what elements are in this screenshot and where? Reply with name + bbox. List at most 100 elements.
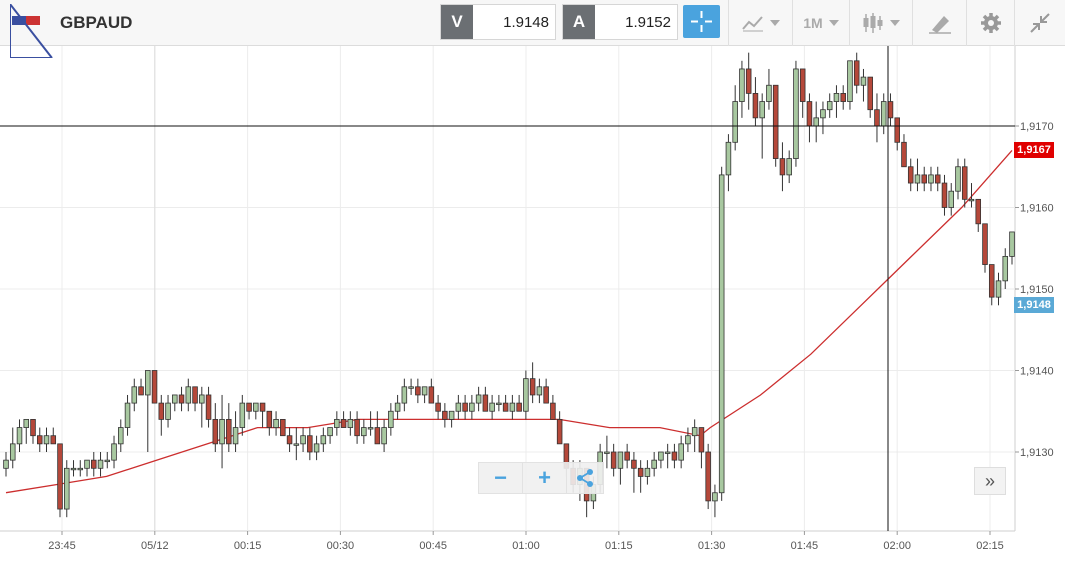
candle	[556, 411, 563, 445]
y-tick-label: 1,9130	[1020, 447, 1054, 459]
y-tick-label: 1,9140	[1020, 366, 1054, 378]
candle	[766, 68, 772, 110]
candle	[354, 411, 360, 444]
candle	[50, 427, 57, 445]
price-axis[interactable]: 1,9170 1,9160 1,9150 1,9140 1,9130	[1015, 121, 1054, 459]
crosshair-button[interactable]	[683, 5, 720, 38]
candle	[367, 411, 374, 436]
candle	[705, 443, 711, 510]
candle	[192, 386, 198, 412]
candle	[617, 451, 624, 485]
candle	[327, 427, 333, 444]
candle	[172, 394, 178, 412]
candle	[489, 394, 495, 420]
candle	[246, 402, 252, 420]
candle	[955, 158, 961, 200]
candle	[124, 394, 131, 436]
candles	[3, 52, 1015, 518]
candle	[320, 427, 327, 452]
candle	[212, 403, 219, 452]
candle	[732, 85, 738, 151]
candle	[226, 403, 232, 452]
drawing-tools-button[interactable]	[912, 0, 966, 46]
corner-flag-icon	[10, 4, 53, 58]
candle	[57, 443, 63, 518]
candle	[151, 370, 158, 404]
zoom-out-button[interactable]: −	[479, 463, 523, 493]
candle	[111, 435, 117, 469]
candle	[469, 394, 475, 420]
candle	[698, 427, 705, 469]
candle	[887, 93, 894, 126]
candle	[901, 134, 907, 168]
chevron-down-icon	[828, 20, 839, 26]
candle	[725, 134, 732, 192]
gear-icon	[980, 13, 1001, 33]
timeframe-button[interactable]: 1M	[792, 0, 849, 46]
candle	[948, 183, 954, 216]
candle	[610, 443, 617, 477]
candle	[307, 427, 313, 461]
candle	[313, 435, 320, 461]
y-tick-label: 1,9160	[1020, 203, 1054, 215]
candle	[482, 386, 489, 412]
candle	[880, 93, 887, 135]
share-button[interactable]	[567, 463, 603, 493]
indicators-button[interactable]	[728, 0, 792, 46]
candle	[448, 410, 455, 428]
zoom-in-button[interactable]: +	[523, 463, 567, 493]
candle	[651, 452, 657, 477]
candle	[516, 394, 522, 412]
candle	[678, 435, 684, 469]
y-tick-label: 1,9170	[1020, 121, 1054, 133]
ask-quote[interactable]: A 1.9152	[562, 4, 678, 40]
candle	[23, 418, 30, 444]
candle	[219, 394, 225, 469]
chevron-down-icon	[769, 20, 780, 26]
candle	[813, 101, 819, 143]
candle	[543, 378, 549, 404]
candle	[253, 402, 259, 420]
scroll-to-end-button[interactable]: »	[974, 467, 1006, 495]
candle	[752, 77, 759, 126]
candle	[475, 386, 482, 412]
candle	[178, 386, 185, 412]
x-tick-label: 23:45	[48, 540, 76, 552]
candle	[631, 452, 637, 493]
candle	[199, 386, 205, 428]
candle	[138, 378, 144, 396]
candle	[847, 60, 853, 110]
time-axis[interactable]: 23:45 05/12 00:15 00:30 00:45 01:00 01:15 01:30…	[48, 531, 1004, 552]
candle	[286, 427, 293, 452]
candle	[840, 85, 846, 110]
candle	[644, 460, 651, 485]
candle	[833, 85, 840, 118]
candle	[853, 52, 860, 94]
candle	[361, 419, 367, 444]
settings-button[interactable]	[966, 0, 1014, 46]
bid-quote[interactable]: V 1.9148	[440, 4, 556, 40]
ask-value: 1.9152	[625, 13, 671, 31]
candle	[428, 378, 435, 404]
chart-type-button[interactable]	[849, 0, 912, 46]
candle	[914, 158, 921, 192]
candle	[928, 166, 934, 192]
candle	[185, 378, 192, 412]
candle	[374, 411, 381, 445]
collapse-button[interactable]	[1014, 0, 1065, 46]
price-chart[interactable]: 1,9170 1,9160 1,9150 1,9140 1,9130 23:45 05/1…	[0, 46, 1065, 562]
candle	[820, 101, 826, 135]
candle	[671, 443, 678, 469]
x-tick-label: 01:30	[698, 540, 726, 552]
candlestick-icon	[863, 13, 883, 33]
candle	[995, 272, 1002, 306]
candle	[745, 52, 752, 110]
candle	[273, 411, 279, 436]
candle	[874, 93, 880, 143]
symbol-name[interactable]: GBPAUD	[60, 13, 133, 32]
candle	[104, 452, 111, 469]
candle	[658, 451, 664, 469]
candle	[637, 460, 644, 493]
x-tick-label: 02:00	[883, 540, 911, 552]
chart-grid	[0, 46, 1016, 532]
